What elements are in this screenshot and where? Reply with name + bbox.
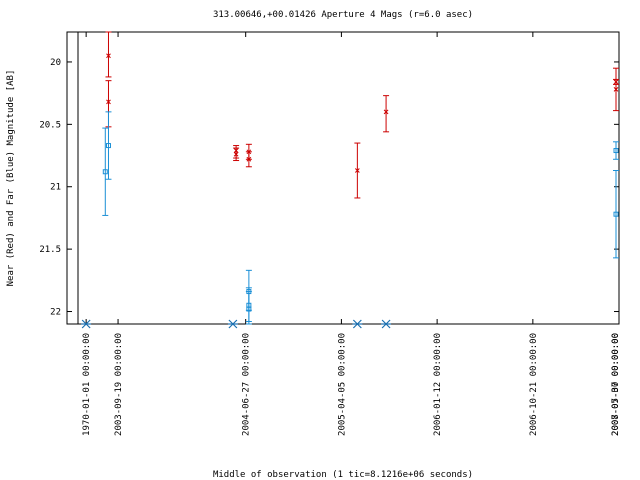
x-tick-label: 2008-05-07 00:00:00 (611, 333, 621, 436)
x-tick-label: 2007-07-30 00:00:00 (611, 333, 621, 436)
data-point (613, 79, 619, 85)
plot-frame (66, 31, 620, 325)
bottom-marker (381, 319, 392, 329)
y-tick-label: 20 (50, 58, 61, 68)
data-point (613, 87, 619, 92)
chart-title: 313.00646,+00.01426 Aperture 4 Mags (r=6… (213, 10, 473, 20)
y-axis-ticks: 20 20.5 21 21.5 22 (39, 58, 619, 318)
series-layer (102, 31, 619, 325)
x-axis-label: Middle of observation (1 tic=8.1216e+06 … (213, 470, 473, 480)
data-point (613, 148, 619, 154)
y-axis-label: Near (Red) and Far (Blue) Magnitude [AB] (6, 70, 16, 287)
data-point (613, 211, 619, 217)
x-tick-label: 2004-06-27 00:00:00 (242, 333, 252, 436)
x-tick-label: 1970-01-01 00:00:00 (82, 333, 92, 436)
y-tick-label: 21.5 (39, 245, 61, 255)
data-point (233, 151, 239, 157)
x-tick-label: 2003-09-19 00:00:00 (114, 333, 124, 436)
x-axis-ticks: 1970-01-01 00:00:00 2003-09-19 00:00:00 20… (82, 32, 621, 436)
data-point (355, 168, 360, 173)
x-tick-label: 2006-10-21 00:00:00 (529, 333, 539, 436)
data-point (102, 169, 108, 175)
data-point (106, 99, 111, 105)
y-tick-label: 20.5 (39, 120, 61, 130)
bottom-marker (352, 319, 363, 329)
bottom-markers (81, 319, 392, 329)
data-point (246, 156, 252, 162)
y-tick-label: 22 (50, 308, 61, 318)
data-point (246, 306, 252, 312)
series-1 (102, 111, 619, 325)
x-tick-label: 2005-04-05 00:00:00 (337, 333, 347, 436)
data-point (105, 143, 111, 149)
x-tick-label: 2006-01-12 00:00:00 (433, 333, 443, 436)
series-0 (105, 31, 619, 199)
data-point (106, 53, 111, 59)
bottom-marker (227, 319, 238, 329)
bottom-marker (81, 319, 92, 329)
data-point (383, 109, 389, 115)
y-tick-label: 21 (50, 183, 61, 193)
